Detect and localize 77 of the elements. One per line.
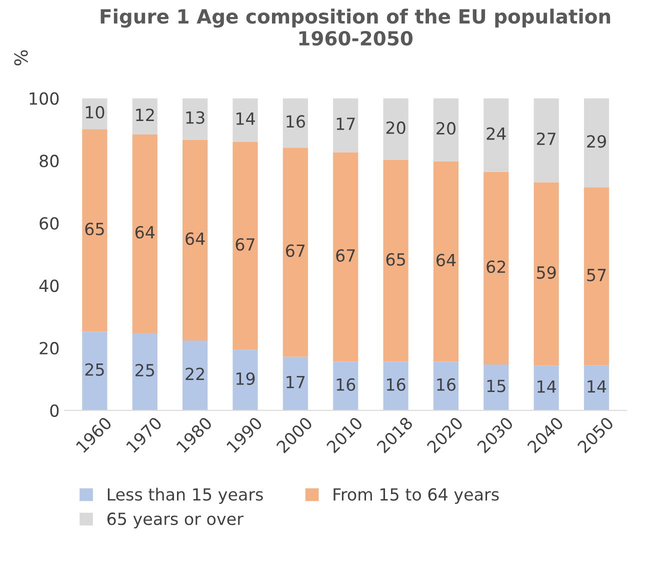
data-label: 12 (136, 108, 154, 121)
data-label: 64 (186, 232, 205, 245)
bar (132, 98, 158, 134)
chart-title: Figure 1 Age composition of the EU population 1960-2050 (100, 8, 610, 46)
data-label: 19 (236, 372, 255, 385)
bar (383, 362, 408, 410)
data-label: 25 (85, 363, 104, 376)
bar (433, 161, 459, 362)
data-label: 65 (85, 222, 104, 236)
bar (82, 98, 108, 130)
y-tick-label: 20 (40, 342, 59, 355)
data-label: 64 (135, 226, 155, 239)
bar (484, 172, 509, 364)
bar (534, 98, 559, 182)
bar (333, 98, 358, 152)
data-label: 14 (588, 380, 606, 393)
bar (433, 98, 459, 162)
data-label: 16 (437, 378, 456, 391)
data-label: 22 (186, 368, 204, 380)
data-label: 20 (436, 122, 456, 135)
bar (182, 140, 208, 340)
data-label: 25 (136, 364, 154, 377)
bar (333, 152, 358, 362)
data-label: 57 (587, 268, 606, 282)
data-label: 13 (186, 111, 204, 124)
bar (433, 362, 459, 410)
bar (82, 129, 108, 332)
bar (282, 98, 308, 148)
bar (232, 350, 258, 410)
bar (132, 134, 158, 333)
data-label: 67 (236, 238, 254, 251)
bar (534, 182, 559, 366)
y-tick-label: 60 (40, 217, 59, 230)
y-tick-label: 100 (30, 92, 59, 105)
bar (132, 332, 158, 410)
bar (584, 365, 610, 410)
bar (383, 160, 408, 362)
data-label: 29 (587, 135, 606, 148)
data-label: 64 (436, 254, 456, 266)
bar (282, 356, 308, 410)
bar (383, 98, 408, 160)
data-label: 16 (336, 378, 356, 391)
legend-label: From 15 to 64 years (334, 488, 499, 504)
y-tick-label: 40 (39, 279, 59, 292)
data-label: 24 (486, 127, 506, 140)
data-label: 27 (536, 132, 556, 145)
legend-label: Less than 15 years (108, 488, 263, 504)
data-label: 67 (286, 244, 305, 257)
data-label: 15 (487, 380, 506, 392)
bar (333, 362, 358, 410)
data-label: 14 (236, 112, 255, 125)
y-axis-title: % (14, 50, 28, 66)
data-label: 59 (537, 266, 556, 279)
data-label: 20 (386, 121, 406, 134)
data-label: 17 (286, 376, 305, 388)
data-label: 17 (336, 118, 355, 130)
bar (584, 98, 610, 188)
bar (484, 98, 509, 172)
bar (82, 332, 108, 410)
bar (182, 98, 208, 140)
legend-label: 65 years or over (107, 512, 244, 528)
data-label: 65 (386, 253, 405, 266)
data-label: 67 (336, 249, 355, 262)
data-label: 16 (387, 378, 406, 391)
data-label: 16 (286, 115, 305, 128)
y-tick-label: 0 (50, 404, 59, 417)
bar (232, 142, 258, 350)
data-label: 14 (538, 380, 556, 393)
y-tick-label: 80 (40, 154, 59, 168)
bar (584, 188, 610, 366)
data-label: 62 (486, 260, 506, 274)
data-label: 10 (86, 106, 104, 119)
bar (232, 98, 258, 142)
bar (534, 366, 559, 410)
bar (484, 364, 509, 410)
bar (182, 340, 208, 410)
bar (282, 148, 308, 357)
